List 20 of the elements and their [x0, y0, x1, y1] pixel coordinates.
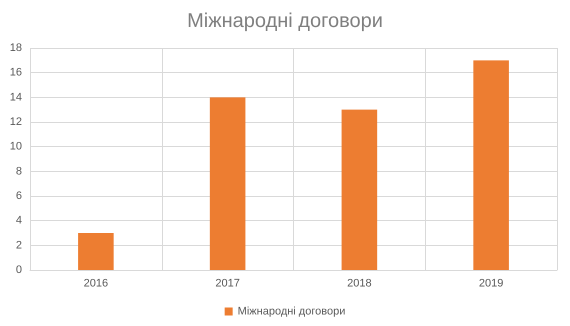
y-tick-label: 0 — [16, 264, 22, 276]
x-tick-label: 2016 — [84, 278, 108, 290]
bar — [210, 97, 246, 270]
y-tick-label: 18 — [10, 42, 22, 54]
y-tick-label: 10 — [10, 140, 22, 153]
x-tick-label: 2018 — [347, 278, 372, 290]
bar — [78, 233, 114, 270]
y-tick-label: 8 — [16, 165, 22, 178]
x-tick-label: 2017 — [215, 278, 240, 290]
y-tick-label: 4 — [16, 214, 22, 227]
legend-label: Міжнародні договори — [238, 306, 346, 318]
y-tick-label: 12 — [10, 116, 22, 128]
bar — [342, 110, 378, 270]
y-tick-label: 6 — [16, 190, 22, 202]
bar — [473, 60, 509, 270]
x-tick-label: 2019 — [478, 278, 504, 290]
y-tick-label: 2 — [16, 239, 22, 252]
chart-title: Міжнародні договори — [187, 10, 383, 32]
y-tick-label: 16 — [10, 66, 22, 79]
y-tick-label: 14 — [10, 91, 22, 104]
